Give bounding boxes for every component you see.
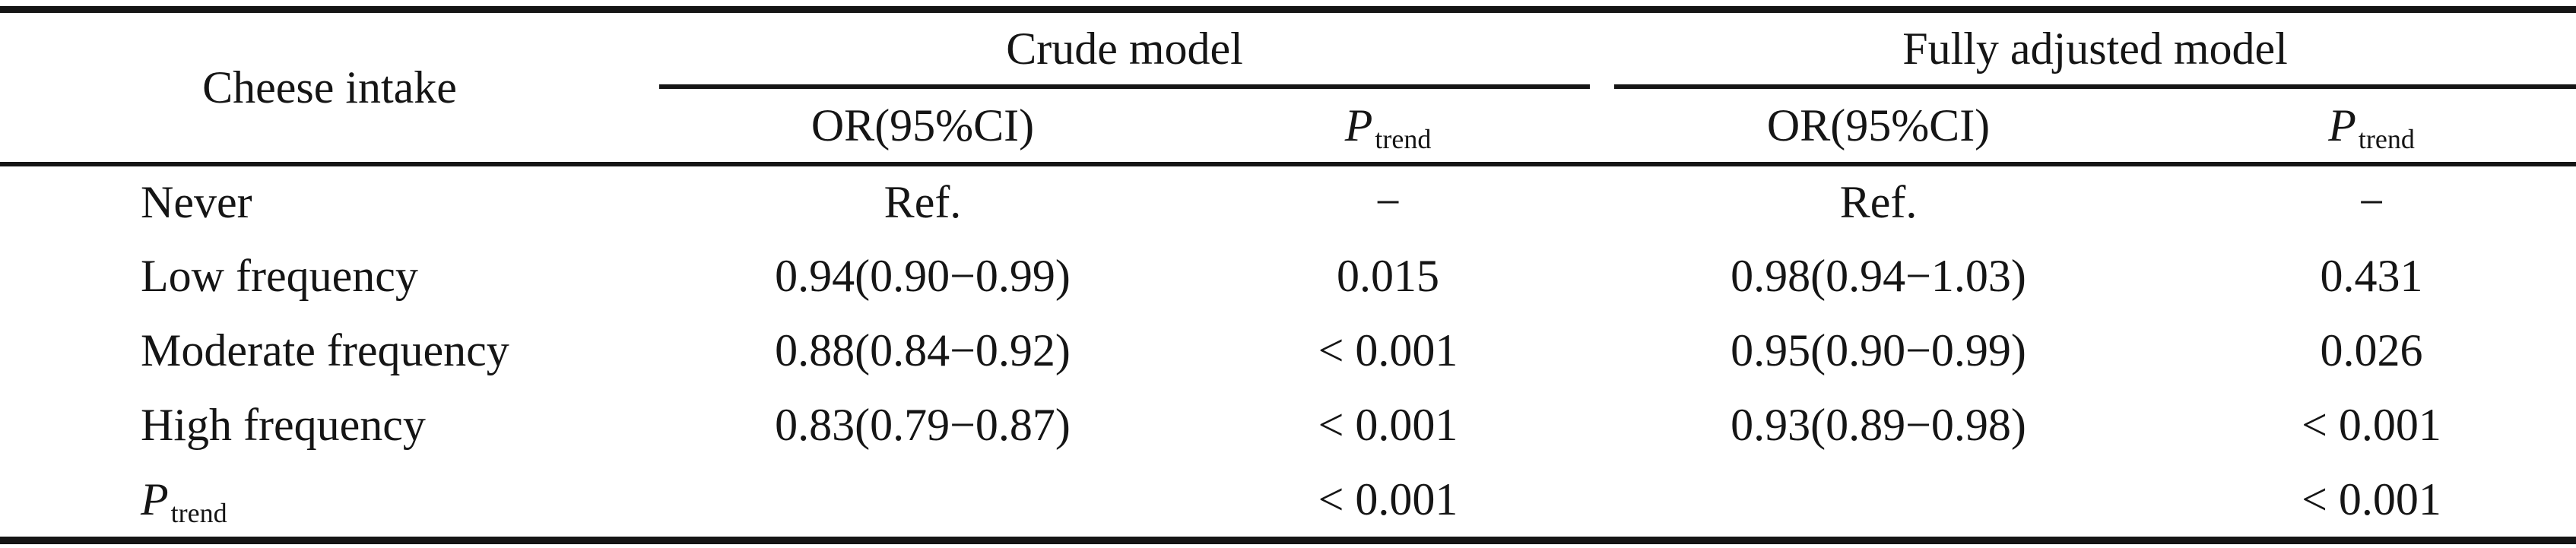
crude-or-cell: 0.83(0.79−0.87) xyxy=(775,399,1071,450)
table-row-high-frequency: High frequency 0.83(0.79−0.87) < 0.001 0… xyxy=(0,388,2576,462)
adjusted-or-cell xyxy=(1590,462,2167,537)
adjusted-p-cell: < 0.001 xyxy=(2302,474,2441,524)
p-subscript: trend xyxy=(2358,123,2415,154)
spanner-fully-adjusted-model-cell: Fully adjusted model xyxy=(1590,13,2576,89)
row-label: High frequency xyxy=(141,399,426,450)
row-label-ptrend: Ptrend xyxy=(0,462,659,537)
crude-or-cell: 0.88(0.84−0.92) xyxy=(775,325,1071,375)
crude-p-cell: < 0.001 xyxy=(1318,399,1458,450)
row-label: Never xyxy=(141,177,252,227)
table-header: Cheese intake Crude model Fully adjusted… xyxy=(0,13,2576,164)
spanner-crude-model: Crude model xyxy=(659,13,1591,89)
table-row-never: Never Ref. − Ref. − xyxy=(0,164,2576,239)
p-symbol: P xyxy=(1344,100,1373,150)
adjusted-p-cell: 0.026 xyxy=(2320,325,2423,375)
crude-or-cell xyxy=(659,462,1186,537)
crude-p-cell: − xyxy=(1375,177,1401,227)
table-row-ptrend: Ptrend < 0.001 < 0.001 xyxy=(0,462,2576,537)
subheader-row: OR(95%CI) Ptrend OR(95%CI) Ptrend xyxy=(0,89,2576,164)
p-subscript: trend xyxy=(170,497,227,528)
adjusted-p-cell: < 0.001 xyxy=(2302,399,2441,450)
table-body: Never Ref. − Ref. − Low frequency 0.94(0… xyxy=(0,164,2576,537)
p-symbol: P xyxy=(141,474,169,524)
adjusted-or-cell: Ref. xyxy=(1839,177,1918,227)
row-label: Moderate frequency xyxy=(141,325,509,375)
subheader-crude-or: OR(95%CI) xyxy=(811,100,1035,150)
subheader-adjusted-ptrend: Ptrend xyxy=(2167,89,2576,164)
row-label: Low frequency xyxy=(141,250,418,301)
adjusted-or-cell: 0.98(0.94−1.03) xyxy=(1731,250,2026,301)
spanner-row: Cheese intake Crude model Fully adjusted… xyxy=(0,13,2576,112)
crude-p-cell: < 0.001 xyxy=(1318,325,1458,375)
header-cheese-intake: Cheese intake xyxy=(202,62,457,112)
subheader-adjusted-or: OR(95%CI) xyxy=(1766,100,1991,150)
table-sheet: Cheese intake Crude model Fully adjusted… xyxy=(0,6,2576,544)
adjusted-or-cell: 0.93(0.89−0.98) xyxy=(1731,399,2026,450)
crude-p-cell: < 0.001 xyxy=(1318,474,1458,524)
results-table: Cheese intake Crude model Fully adjusted… xyxy=(0,13,2576,537)
subheader-crude-ptrend: Ptrend xyxy=(1186,89,1590,164)
crude-p-cell: 0.015 xyxy=(1337,250,1439,301)
spanner-crude-model-cell: Crude model xyxy=(659,13,1591,89)
spanner-fully-adjusted-model: Fully adjusted model xyxy=(1614,13,2576,89)
adjusted-or-cell: 0.95(0.90−0.99) xyxy=(1731,325,2026,375)
p-subscript: trend xyxy=(1375,123,1432,154)
adjusted-p-cell: − xyxy=(2359,177,2384,227)
table-row-low-frequency: Low frequency 0.94(0.90−0.99) 0.015 0.98… xyxy=(0,239,2576,313)
crude-or-cell: 0.94(0.90−0.99) xyxy=(775,250,1071,301)
crude-or-cell: Ref. xyxy=(884,177,962,227)
adjusted-p-cell: 0.431 xyxy=(2320,250,2423,301)
table-row-moderate-frequency: Moderate frequency 0.88(0.84−0.92) < 0.0… xyxy=(0,313,2576,388)
p-symbol: P xyxy=(2328,100,2356,150)
